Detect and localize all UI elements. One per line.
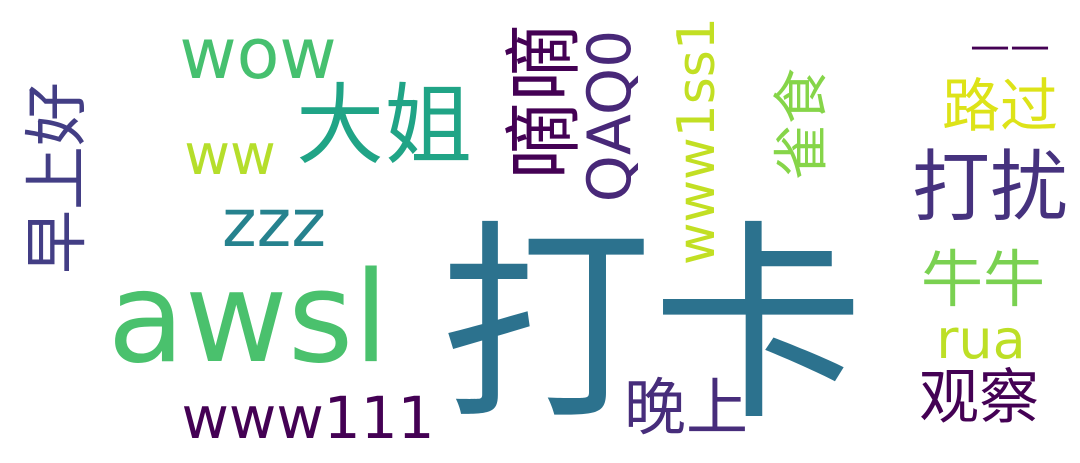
word-zaoshanghao: 早上好: [21, 82, 95, 274]
word-niuniu: 牛牛: [920, 243, 1046, 316]
word-rua: rua: [936, 308, 1026, 371]
word-qaq0: QAQ0: [575, 29, 645, 203]
word-dash: ——: [970, 23, 1050, 69]
word-ww: ww: [184, 123, 276, 188]
word-luguo: 路过: [941, 72, 1059, 140]
word-wanshang: 晚上: [623, 371, 749, 444]
word-queshi: 雀食: [770, 68, 835, 180]
word-daka: 打卡: [440, 202, 864, 449]
word-guancha: 观察: [919, 363, 1039, 433]
word-didi: 嘀嘀: [500, 23, 590, 181]
word-awsl: awsl: [107, 244, 389, 391]
word-www1ss1: www1ss1: [667, 17, 727, 265]
word-wow: wow: [179, 13, 337, 95]
word-www111: www111: [181, 384, 435, 452]
word-zzz: zzz: [222, 185, 326, 262]
word-darao: 打扰: [911, 143, 1069, 233]
word-dajie: 大姐: [295, 74, 473, 177]
